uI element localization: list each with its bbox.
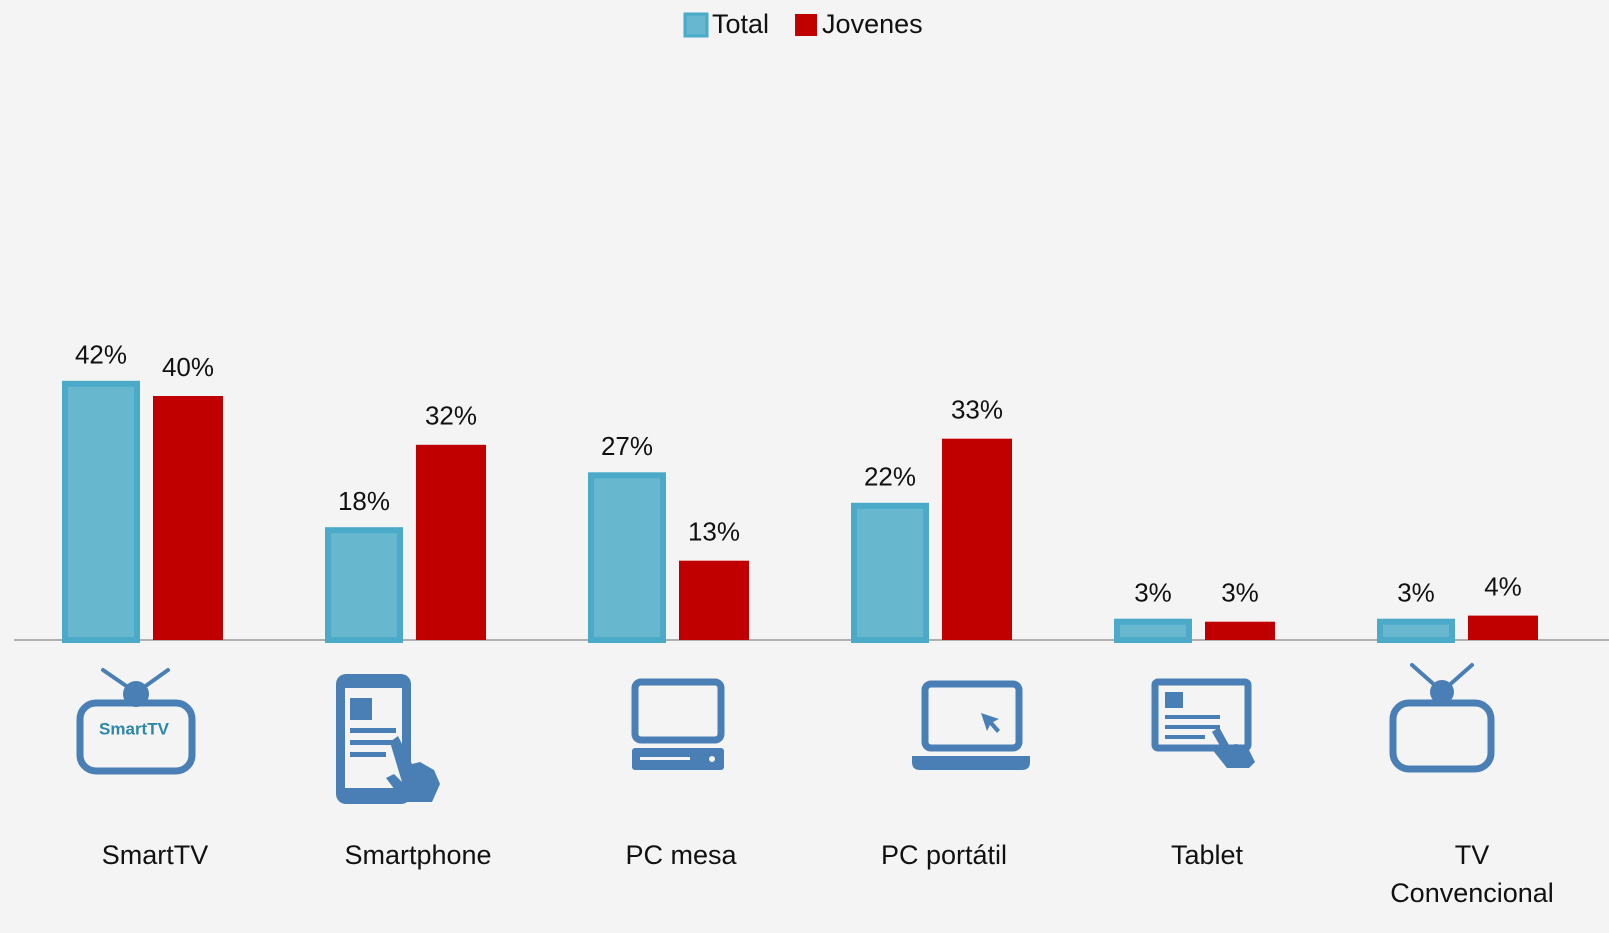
value-label: 42% — [75, 340, 127, 370]
x-tick-label: PC mesa — [625, 840, 737, 870]
x-tick-label: PC portátil — [880, 840, 1008, 870]
pc-mesa-icon — [631, 678, 725, 770]
pc-portatil-icon — [912, 680, 1030, 770]
icon-label: SmartTV — [99, 719, 170, 738]
bar — [62, 380, 140, 643]
legend-label: Jovenes — [822, 9, 923, 39]
value-label: 40% — [162, 352, 214, 382]
smartphone-icon — [336, 674, 440, 804]
legend-swatch — [683, 12, 709, 38]
value-label: 4% — [1484, 571, 1522, 601]
value-label: 22% — [864, 462, 916, 492]
legend-label: Total — [712, 9, 769, 39]
bar — [679, 560, 749, 640]
value-label: 33% — [951, 395, 1003, 425]
bar — [588, 472, 666, 643]
x-tick-label: SmartTV — [101, 840, 209, 870]
bar — [1205, 621, 1275, 640]
value-label: 3% — [1397, 578, 1435, 608]
smarttv-icon: SmartTV — [76, 668, 196, 775]
tablet-icon — [1151, 678, 1255, 768]
x-tick-label: TV Convencional — [1390, 840, 1554, 908]
bar — [1468, 615, 1538, 640]
value-label: 3% — [1221, 578, 1259, 608]
legend-swatch — [795, 14, 818, 36]
bar — [153, 396, 223, 640]
icons: SmartTV — [76, 663, 1495, 804]
bar — [325, 527, 403, 644]
bar — [851, 502, 929, 643]
bar — [1114, 618, 1192, 644]
x-tick-label: Smartphone — [344, 840, 492, 870]
tv-icon — [1389, 663, 1495, 773]
bar — [942, 438, 1012, 640]
value-label: 13% — [688, 517, 740, 547]
value-label: 27% — [601, 431, 653, 461]
bar — [416, 444, 486, 640]
value-label: 32% — [425, 401, 477, 431]
value-label: 18% — [338, 486, 390, 516]
bar — [1377, 618, 1455, 644]
x-tick-label: Tablet — [1170, 840, 1244, 870]
value-label: 3% — [1134, 578, 1172, 608]
